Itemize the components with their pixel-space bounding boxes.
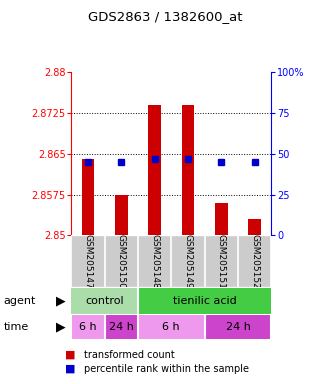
Text: GSM205152: GSM205152: [250, 234, 259, 289]
Text: ▶: ▶: [56, 321, 66, 334]
Text: control: control: [85, 296, 124, 306]
Text: GDS2863 / 1382600_at: GDS2863 / 1382600_at: [88, 10, 243, 23]
Text: 6 h: 6 h: [163, 322, 180, 333]
Text: tienilic acid: tienilic acid: [173, 296, 237, 306]
Bar: [105, 315, 138, 339]
Bar: [138, 315, 205, 339]
Bar: [81, 159, 94, 235]
Text: transformed count: transformed count: [84, 349, 175, 359]
Bar: [182, 105, 194, 235]
Bar: [148, 105, 161, 235]
Text: ■: ■: [65, 349, 75, 359]
Bar: [71, 315, 105, 339]
Text: agent: agent: [3, 296, 36, 306]
Text: ▶: ▶: [56, 295, 66, 308]
Text: 24 h: 24 h: [109, 322, 134, 333]
Bar: [138, 288, 271, 314]
Text: time: time: [3, 322, 28, 333]
Text: ■: ■: [65, 364, 75, 374]
Text: percentile rank within the sample: percentile rank within the sample: [84, 364, 249, 374]
Bar: [115, 195, 127, 235]
Text: GSM205150: GSM205150: [117, 234, 126, 289]
Text: GSM205147: GSM205147: [83, 234, 92, 289]
Text: GSM205149: GSM205149: [183, 234, 193, 289]
Text: GSM205148: GSM205148: [150, 234, 159, 289]
Text: 24 h: 24 h: [226, 322, 251, 333]
Bar: [248, 219, 261, 235]
Bar: [215, 203, 228, 235]
Text: GSM205151: GSM205151: [217, 234, 226, 289]
Text: 6 h: 6 h: [79, 322, 97, 333]
Bar: [205, 315, 271, 339]
Bar: [71, 288, 138, 314]
